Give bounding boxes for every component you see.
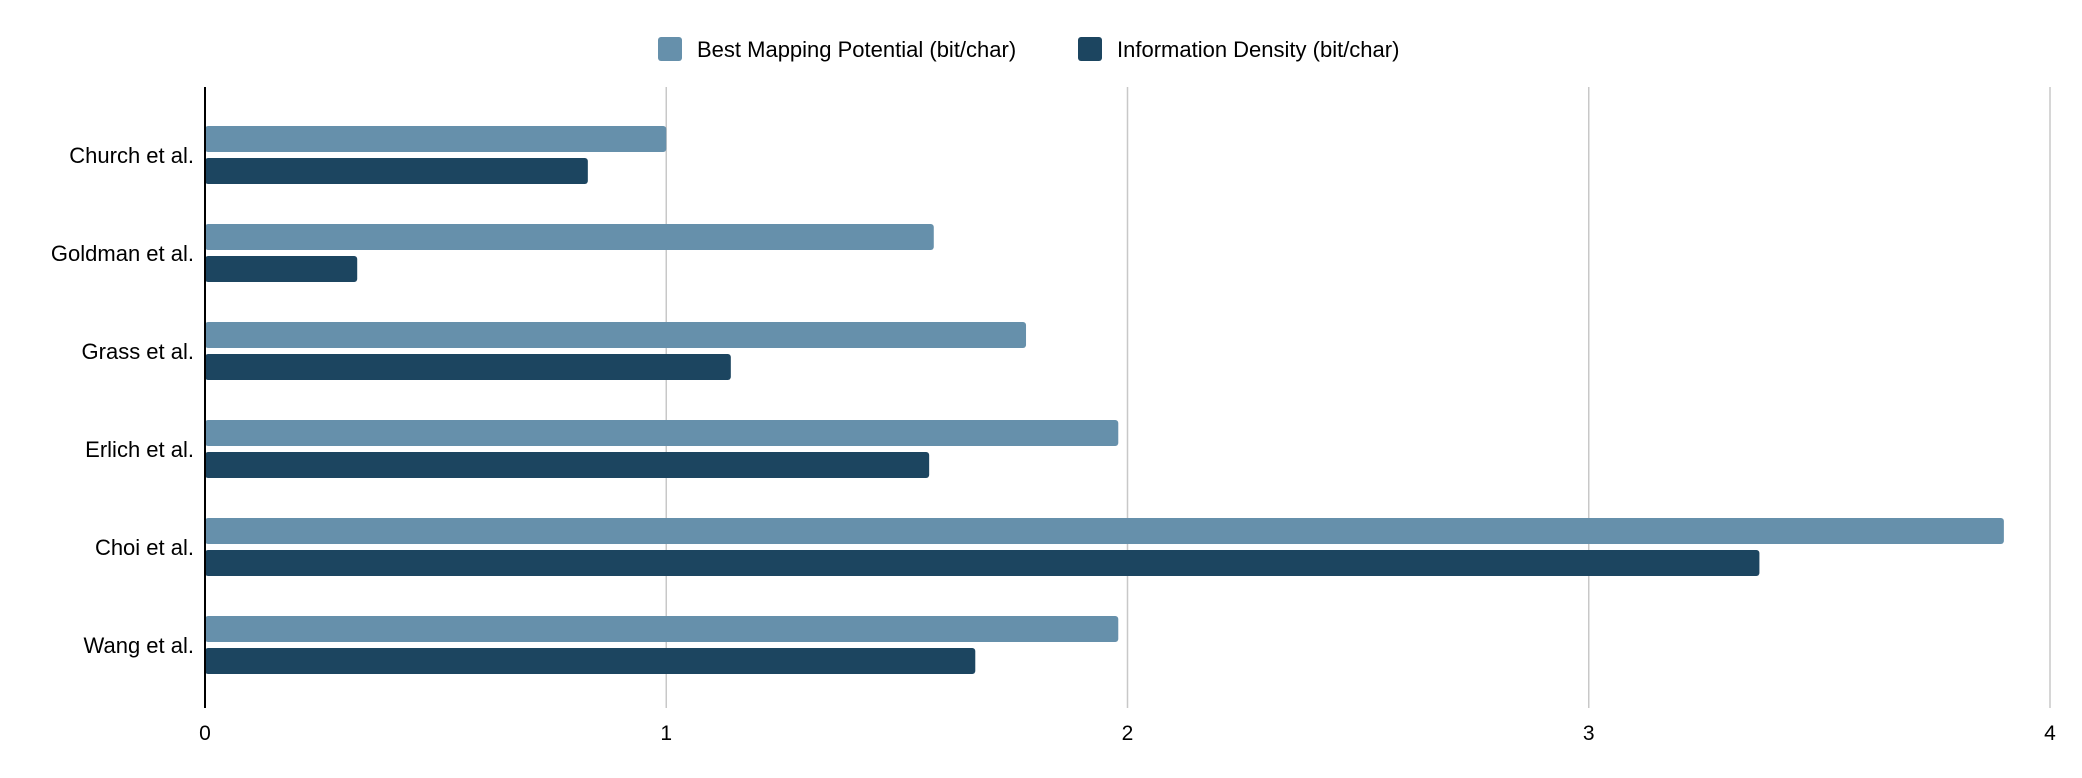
y-category-label: Erlich et al. (85, 437, 194, 462)
y-category-label: Choi et al. (95, 535, 194, 560)
x-tick-label: 0 (199, 722, 211, 745)
bar-best-mapping (205, 322, 1027, 348)
legend-swatch (1078, 37, 1102, 61)
x-tick-label: 2 (1122, 722, 1134, 745)
x-tick-label: 3 (1583, 722, 1595, 745)
legend-label: Best Mapping Potential (bit/char) (697, 37, 1016, 62)
legend-swatch (658, 37, 682, 61)
bar-best-mapping (205, 420, 1119, 446)
y-category-label: Wang et al. (84, 633, 194, 658)
bar-best-mapping (205, 224, 934, 250)
gridlines (665, 87, 2051, 708)
bar-information-density (205, 452, 930, 478)
bar-information-density (205, 648, 976, 674)
bar-information-density (205, 256, 358, 282)
bar-information-density (205, 354, 731, 380)
bar-information-density (205, 550, 1760, 576)
legend-label: Information Density (bit/char) (1117, 37, 1399, 62)
x-tick-label: 1 (660, 722, 672, 745)
legend: Best Mapping Potential (bit/char) Informa… (658, 37, 1399, 62)
y-category-label: Goldman et al. (51, 241, 194, 266)
y-category-label: Grass et al. (82, 339, 194, 364)
x-tick-label: 4 (2044, 722, 2056, 745)
bar-information-density (205, 158, 588, 184)
bar-best-mapping (205, 518, 2004, 544)
y-category-label: Church et al. (69, 143, 194, 168)
bar-best-mapping (205, 126, 667, 152)
bars (205, 126, 2004, 674)
bar-best-mapping (205, 616, 1119, 642)
axis-labels: 0 1 2 3 4 Church et al. Goldman et al. Grass et… (51, 143, 2056, 745)
